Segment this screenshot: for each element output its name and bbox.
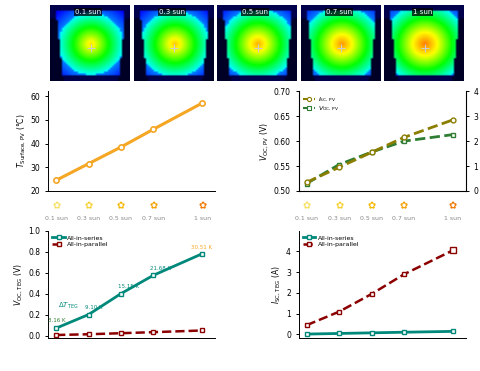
Y-axis label: $V_{\rm OC,\,PV}$ (V): $V_{\rm OC,\,PV}$ (V) <box>259 122 271 161</box>
Text: ✿: ✿ <box>52 201 60 211</box>
All-in-series <box>53 326 59 331</box>
Text: $\Delta T_{\rm TEG}$: $\Delta T_{\rm TEG}$ <box>58 301 79 311</box>
All-in-parallel <box>450 248 456 253</box>
Text: 0.1 sun: 0.1 sun <box>295 216 318 221</box>
All-in-series <box>336 331 342 336</box>
All-in-parallel <box>304 323 310 327</box>
Text: 1 sun: 1 sun <box>444 216 461 221</box>
All-in-parallel <box>336 309 342 314</box>
Line: All-in-series: All-in-series <box>304 329 455 336</box>
Text: 0.5 sun: 0.5 sun <box>109 216 132 221</box>
Text: ✿: ✿ <box>302 201 311 211</box>
All-in-parallel <box>199 328 205 333</box>
Text: 3.16 K: 3.16 K <box>48 318 65 324</box>
Text: 0.3 sun: 0.3 sun <box>77 216 100 221</box>
All-in-series <box>450 329 456 334</box>
Y-axis label: $I_{\rm SC,\,TEG}$ (A): $I_{\rm SC,\,TEG}$ (A) <box>271 265 283 303</box>
All-in-parallel <box>369 292 374 296</box>
All-in-parallel <box>401 272 407 276</box>
Text: ✿: ✿ <box>149 201 157 211</box>
Legend: $I_{\rm SC,\,PV}$, $V_{\rm OC,\,PV}$: $I_{\rm SC,\,PV}$, $V_{\rm OC,\,PV}$ <box>302 94 340 115</box>
All-in-parallel <box>118 331 124 335</box>
Text: ✿: ✿ <box>449 201 456 211</box>
Line: All-in-parallel: All-in-parallel <box>54 328 204 337</box>
All-in-series <box>151 273 156 278</box>
Text: 0.1 sun: 0.1 sun <box>45 216 68 221</box>
Text: ✿: ✿ <box>335 201 343 211</box>
Text: 30.51 K: 30.51 K <box>191 244 212 250</box>
Text: 0.7 sun: 0.7 sun <box>142 216 165 221</box>
All-in-series <box>369 331 374 335</box>
Line: All-in-parallel: All-in-parallel <box>304 248 455 328</box>
Line: All-in-series: All-in-series <box>54 252 204 331</box>
Text: ✿: ✿ <box>117 201 125 211</box>
All-in-series <box>304 332 310 336</box>
All-in-parallel <box>53 333 59 337</box>
Y-axis label: $V_{\rm OC,\,TEG}$ (V): $V_{\rm OC,\,TEG}$ (V) <box>13 263 25 306</box>
All-in-series <box>401 330 407 334</box>
All-in-series <box>118 291 124 296</box>
Text: ✿: ✿ <box>400 201 408 211</box>
Text: ✿: ✿ <box>368 201 376 211</box>
Text: 1 sun: 1 sun <box>193 216 211 221</box>
All-in-series <box>85 312 91 317</box>
Y-axis label: $T_{\rm Surface,\,PV}$ (°C): $T_{\rm Surface,\,PV}$ (°C) <box>15 114 28 168</box>
Text: ✿: ✿ <box>198 201 206 211</box>
Text: 21.68 K: 21.68 K <box>150 266 171 271</box>
Text: 9.10 K: 9.10 K <box>85 305 103 311</box>
Text: ✿: ✿ <box>84 201 93 211</box>
All-in-parallel <box>151 330 156 334</box>
Legend: All-in-series, All-in-parallel: All-in-series, All-in-parallel <box>302 234 360 248</box>
Text: 0.5 sun: 0.5 sun <box>360 216 383 221</box>
Text: 0.7 sun: 0.7 sun <box>393 216 416 221</box>
All-in-series <box>199 252 205 256</box>
Legend: All-in-series, All-in-parallel: All-in-series, All-in-parallel <box>51 234 110 248</box>
All-in-parallel <box>85 332 91 336</box>
Text: 0.3 sun: 0.3 sun <box>327 216 351 221</box>
Text: 15.15 K: 15.15 K <box>118 285 139 289</box>
